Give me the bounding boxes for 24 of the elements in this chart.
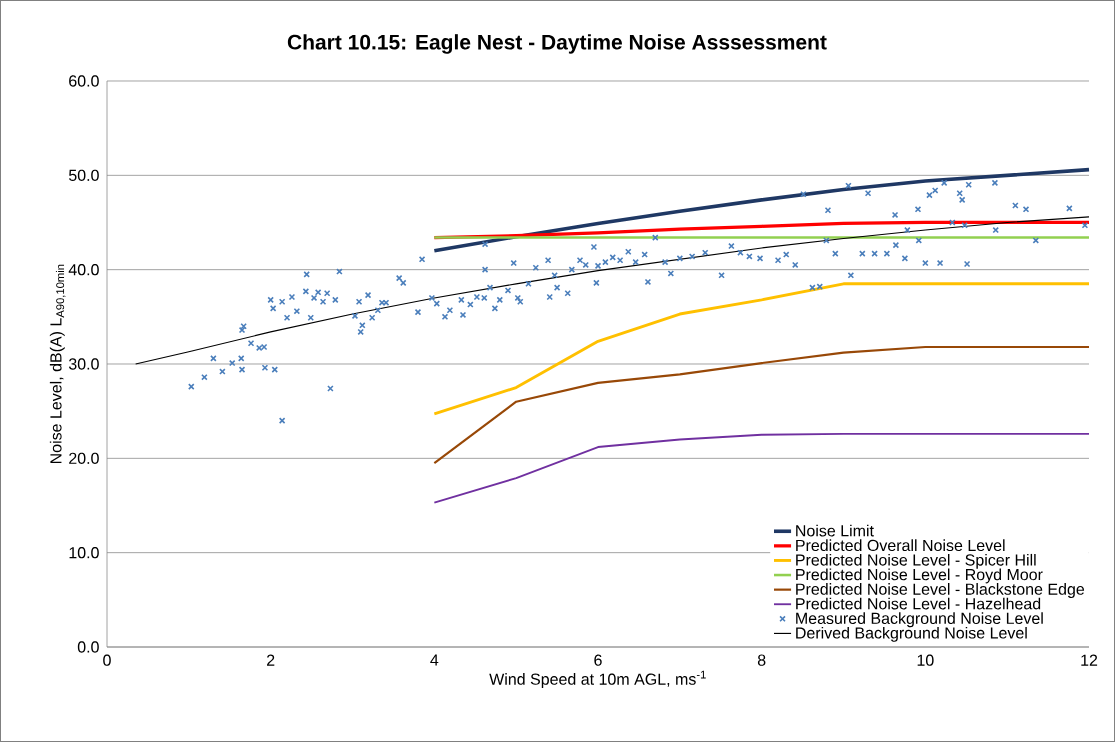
x-tick-label: 6	[594, 654, 602, 666]
legend-label: Measured Background Noise Level	[796, 612, 1043, 628]
y-tick-label: 20.0	[69, 452, 99, 464]
x-tick-label: 2	[267, 654, 275, 666]
x-tick-label: 10	[917, 654, 934, 666]
legend-label: Predicted Noise Level - Spicer Hill	[796, 553, 1036, 569]
legend-label: Noise Limit	[796, 524, 874, 537]
x-tick-label: 0	[103, 654, 111, 666]
legend-label: Predicted Noise Level - Royd Moor	[796, 568, 1043, 584]
legend-label: Predicted Overall Noise Level	[796, 539, 1005, 552]
x-tick-label: 12	[1081, 654, 1098, 666]
y-axis-title: Noise Level, dB(A) L$_{A90,10min}$	[49, 264, 66, 464]
x-tick-label: 8	[757, 654, 766, 666]
y-tick-label: 0.0	[77, 641, 99, 653]
legend-label: Predicted Noise Level - Hazelhead	[796, 597, 1041, 610]
y-tick-label: 30.0	[68, 358, 99, 370]
y-tick-label: 50.0	[68, 169, 99, 181]
y-tick-label: 10.0	[69, 547, 99, 559]
x-axis-title: Wind Speed at 10m AGL, ms$^{-1}$	[489, 670, 706, 689]
legend-label: Derived Background Noise Level	[796, 626, 1027, 642]
chart-title: Chart 10.15: Eagle Nest - Daytime Noise Asssessment	[287, 34, 827, 54]
x-tick-label: 4	[430, 654, 439, 666]
y-tick-label: 60.0	[69, 75, 99, 87]
y-tick-label: 40.0	[68, 264, 99, 276]
